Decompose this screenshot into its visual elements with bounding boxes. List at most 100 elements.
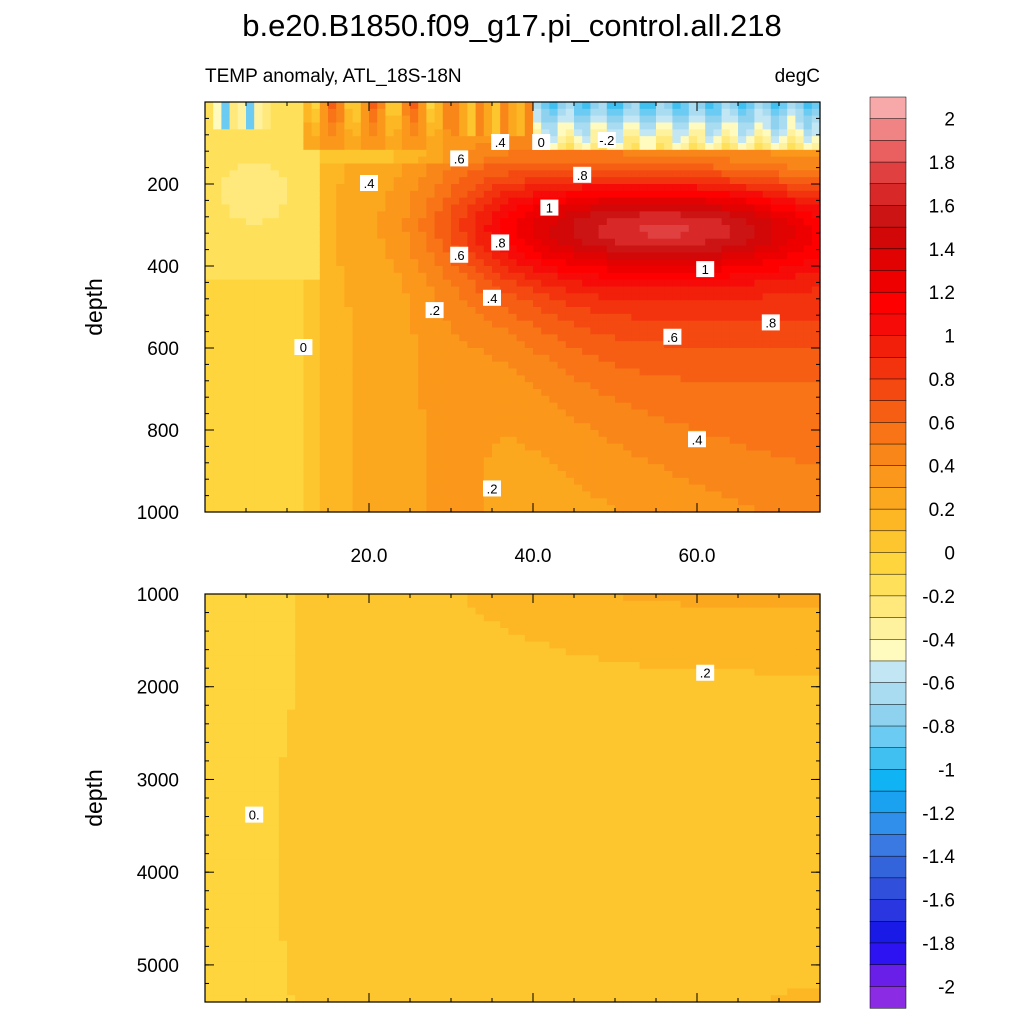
field-cell: [393, 149, 403, 158]
field-cell: [697, 122, 706, 130]
field-cell: [328, 498, 337, 506]
field-cell: [754, 443, 764, 452]
field-cell: [565, 149, 575, 158]
field-cell: [377, 184, 386, 192]
field-cell: [205, 893, 214, 901]
field-cell: [287, 498, 296, 506]
field-cell: [295, 491, 304, 499]
field-cell: [492, 430, 501, 438]
field-cell: [336, 341, 345, 349]
field-cell: [229, 682, 239, 690]
field-cell: [721, 231, 731, 240]
field-cell: [369, 190, 378, 199]
field-cell: [475, 122, 485, 130]
field-cell: [360, 477, 370, 486]
field-cell: [246, 682, 255, 690]
field-cell: [795, 307, 805, 315]
field-cell: [803, 334, 813, 342]
field-cell: [229, 184, 239, 192]
field-cell: [467, 122, 477, 130]
field-cell: [795, 149, 805, 158]
field-cell: [246, 156, 255, 165]
field-cell: [344, 375, 354, 383]
field-cell: [688, 354, 698, 363]
field-cell: [606, 327, 616, 335]
field-cell: [639, 286, 649, 294]
field-cell: [598, 149, 608, 158]
field-cell: [680, 464, 690, 472]
field-cell: [410, 102, 419, 110]
field-cell: [377, 238, 386, 247]
field-cell: [590, 313, 600, 322]
field-cell: [803, 341, 813, 349]
field-cell: [631, 498, 641, 506]
field-cell: [811, 252, 821, 260]
field-cell: [672, 484, 682, 493]
field-cell: [631, 122, 641, 130]
field-cell: [393, 457, 403, 465]
field-cell: [746, 423, 755, 431]
field-cell: [451, 272, 460, 281]
contour-label-box: [425, 302, 444, 319]
field-cell: [582, 484, 591, 493]
field-cell: [582, 129, 591, 137]
field-cell: [557, 354, 567, 363]
field-cell: [754, 122, 764, 130]
field-cell: [492, 436, 501, 445]
field-cell: [697, 149, 706, 158]
field-cell: [229, 675, 239, 683]
field-cell: [623, 491, 632, 499]
field-cell: [246, 136, 255, 144]
field-cell: [442, 149, 452, 158]
field-cell: [434, 190, 444, 199]
field-cell: [393, 252, 403, 260]
field-cell: [295, 477, 304, 486]
field-cell: [262, 279, 272, 288]
field-cell: [746, 108, 755, 117]
field-cell: [221, 423, 231, 431]
field-cell: [352, 218, 362, 226]
field-cell: [426, 368, 436, 376]
field-cell: [721, 204, 731, 212]
field-cell: [418, 395, 427, 404]
field-cell: [492, 505, 501, 513]
field-cell: [541, 457, 550, 465]
field-cell: [393, 102, 403, 110]
field-cell: [360, 491, 370, 499]
field-cell: [557, 122, 567, 130]
field-cell: [672, 477, 682, 486]
field-cell: [401, 286, 411, 294]
field-cell: [393, 259, 403, 267]
field-cell: [377, 190, 386, 199]
field-cell: [721, 197, 731, 206]
field-cell: [278, 484, 288, 493]
field-cell: [229, 300, 239, 308]
field-cell: [278, 423, 288, 431]
field-cell: [278, 491, 288, 499]
field-cell: [754, 143, 764, 151]
field-cell: [672, 184, 682, 192]
field-cell: [639, 218, 649, 226]
field-cell: [590, 375, 600, 383]
field-cell: [787, 368, 796, 376]
field-cell: [754, 334, 764, 342]
field-cell: [246, 197, 255, 206]
field-cell: [746, 354, 755, 363]
field-cell: [205, 341, 214, 349]
field-cell: [221, 170, 231, 178]
field-cell: [401, 430, 411, 438]
field-cell: [582, 211, 591, 219]
field-cell: [311, 402, 321, 411]
field-cell: [500, 395, 509, 404]
field-cell: [705, 375, 714, 383]
field-cell: [803, 389, 813, 397]
field-cell: [393, 464, 403, 472]
field-cell: [237, 594, 247, 602]
field-cell: [221, 920, 231, 928]
field-cell: [524, 436, 534, 445]
field-cell: [401, 402, 411, 411]
field-cell: [639, 238, 649, 247]
field-cell: [606, 272, 616, 281]
field-cell: [770, 341, 780, 349]
field-cell: [574, 252, 583, 260]
